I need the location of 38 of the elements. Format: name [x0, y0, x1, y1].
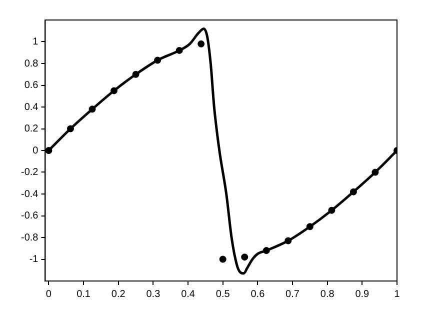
y-tick-label: 0.6 [24, 80, 39, 91]
point [262, 247, 270, 254]
y-tick-label: 1 [32, 36, 39, 48]
point [219, 256, 226, 263]
y-tick-label: -1 [29, 254, 39, 265]
x-tick-label: 0 [46, 288, 52, 300]
point [176, 46, 183, 54]
point [132, 70, 140, 78]
x-tick-label: 0.3 [146, 288, 161, 300]
y-tick-label: -0.8 [20, 232, 39, 244]
point [110, 87, 118, 94]
x-tick-label: 0.7 [286, 288, 300, 300]
y-tick-label: 0.4 [24, 102, 39, 113]
x-tick-label: 0.5 [216, 288, 230, 300]
point [328, 206, 336, 214]
x-tick-label: 0.4 [181, 288, 196, 300]
x-tick-label: 0.8 [320, 288, 335, 300]
y-tick-label: -0.6 [20, 210, 39, 222]
x-tick-label: 0.1 [76, 288, 91, 300]
point [45, 147, 52, 154]
x-tick-label: 0.2 [111, 288, 126, 300]
y-tick-label: 0.8 [24, 58, 39, 70]
y-tick-label: -0.4 [20, 188, 39, 200]
point [350, 188, 357, 196]
point [88, 106, 96, 113]
point [284, 237, 292, 244]
y-tick-label: 0.2 [24, 124, 39, 134]
point [198, 40, 205, 48]
y-tick-label: -0.2 [20, 167, 39, 178]
x-tick-label: 0.9 [355, 288, 370, 300]
point [372, 168, 379, 176]
point [66, 125, 74, 132]
point [154, 56, 162, 64]
point [306, 223, 314, 230]
x-tick-label: 1 [394, 288, 400, 300]
y-tick-label: 0 [32, 145, 39, 156]
point [241, 254, 248, 261]
x-tick-label: 0.6 [250, 288, 266, 300]
